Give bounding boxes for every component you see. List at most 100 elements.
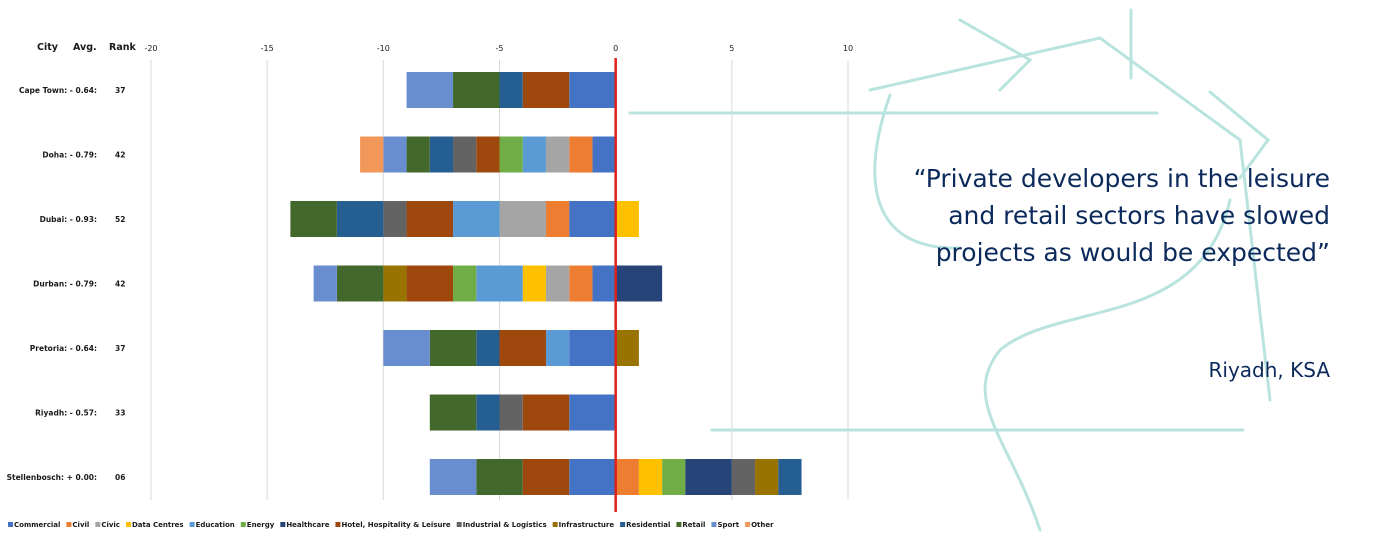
legend-label: Industrial & Logistics	[463, 521, 547, 529]
row-city-avg-label: Cape Town: - 0.64:	[19, 86, 97, 95]
decor-outline-8	[1208, 90, 1271, 180]
decor-outline-4	[873, 93, 962, 250]
bar-segment	[406, 136, 430, 173]
row-rank-label: 33	[115, 409, 125, 418]
x-tick-label: -5	[496, 44, 504, 53]
decor-outline-7	[983, 198, 1232, 532]
legend-label: Other	[751, 521, 774, 529]
bar-segment	[569, 265, 593, 302]
legend-swatch	[676, 522, 682, 527]
bar-segment	[522, 394, 570, 431]
row-labels: Cape Town: - 0.64: 37 Doha: - 0.79: 42 Dubai…	[7, 86, 126, 482]
legend-swatch	[335, 522, 341, 527]
bar-segment	[476, 330, 500, 366]
legend-label: Commercial	[14, 521, 60, 529]
bar-segment	[383, 201, 407, 237]
legend-label: Civil	[72, 521, 89, 529]
legend-swatch	[125, 522, 131, 527]
decor-outline-5	[958, 18, 1033, 92]
bar-segment	[685, 459, 732, 495]
bar-segment	[638, 459, 663, 495]
bar-segment	[290, 201, 337, 237]
x-tick-label: -10	[377, 44, 390, 53]
legend-swatch	[95, 522, 101, 527]
quote-author: Riyadh, KSA	[1208, 358, 1331, 382]
x-tick-label: -15	[261, 44, 274, 53]
bar-segment	[662, 459, 686, 495]
legend-label: Hotel, Hospitality & Leisure	[341, 521, 450, 529]
bar-segment	[522, 72, 570, 108]
bar-segment	[406, 201, 454, 237]
legend-swatch	[745, 522, 751, 527]
bar-segment	[778, 459, 802, 495]
legend-label: Residential	[626, 521, 670, 529]
decor-outline-1	[868, 36, 1272, 402]
bar-segment	[429, 394, 477, 431]
bar-segment	[429, 459, 477, 495]
bar-segment	[592, 265, 616, 302]
row-city-avg-label: Durban: - 0.79:	[33, 280, 97, 289]
bar-segment	[383, 265, 407, 302]
bar-segment	[429, 330, 477, 366]
bar-segment	[429, 136, 454, 173]
bar-segment	[545, 265, 570, 302]
legend-swatch	[66, 522, 72, 527]
bar-segments	[290, 72, 802, 495]
bar-segment	[522, 459, 570, 495]
bar-segment	[476, 394, 500, 431]
legend-swatch	[456, 522, 462, 527]
bar-segment	[499, 136, 523, 173]
x-tick-label: 10	[843, 44, 853, 53]
row-city-avg-label: Stellenbosch: + 0.00:	[7, 473, 97, 482]
legend-swatch	[280, 522, 286, 527]
row-city-avg-label: Dubai: - 0.93:	[40, 215, 97, 224]
row-rank-label: 06	[115, 473, 125, 482]
bar-segment	[476, 265, 523, 302]
row-rank-label: 37	[115, 86, 125, 95]
legend-swatch	[8, 522, 13, 527]
bar-segment	[569, 459, 616, 495]
legend-label: Energy	[247, 521, 275, 529]
bar-segment	[453, 265, 477, 302]
legend-label: Healthcare	[286, 521, 329, 529]
bar-segment	[731, 459, 756, 495]
row-rank-label: 42	[115, 280, 125, 289]
x-tick-label: -20	[144, 44, 157, 53]
bar-segment	[453, 72, 500, 108]
row-city-avg-label: Doha: - 0.79:	[42, 151, 97, 160]
bar-segment	[383, 136, 407, 173]
legend-swatch	[620, 522, 626, 527]
bar-segment	[406, 265, 454, 302]
bar-segment	[453, 136, 477, 173]
bar-segment	[522, 136, 546, 173]
x-tick-labels: -20 -15 -10 -5 0 5 10	[144, 44, 853, 53]
bar-segment	[615, 330, 639, 366]
legend-swatch	[189, 522, 195, 527]
legend-label: Retail	[682, 521, 705, 529]
background-decoration	[628, 8, 1272, 532]
column-headers: City Avg. Rank	[37, 42, 136, 53]
header-rank: Rank	[109, 42, 136, 53]
bar-segment	[545, 201, 570, 237]
legend-swatch	[711, 522, 717, 527]
x-tick-label: 5	[729, 44, 734, 53]
bar-segment	[313, 265, 337, 302]
bar-segment	[615, 265, 663, 302]
bar-segment	[522, 265, 546, 302]
row-city-avg-label: Pretoria: - 0.64:	[30, 344, 97, 353]
header-city: City	[37, 42, 59, 53]
legend-swatch	[552, 522, 558, 527]
bar-segment	[499, 72, 523, 108]
legend-swatch	[240, 522, 246, 527]
bar-segment	[476, 136, 500, 173]
header-avg: Avg.	[73, 42, 97, 53]
bar-segment	[453, 201, 500, 237]
bar-segment	[545, 330, 570, 366]
row-city-avg-label: Riyadh: - 0.57:	[35, 409, 97, 418]
bar-segment	[569, 394, 616, 431]
legend-label: Infrastructure	[559, 521, 615, 529]
bar-segment	[569, 330, 616, 366]
legend-label: Education	[196, 521, 235, 529]
row-rank-label: 52	[115, 215, 125, 224]
